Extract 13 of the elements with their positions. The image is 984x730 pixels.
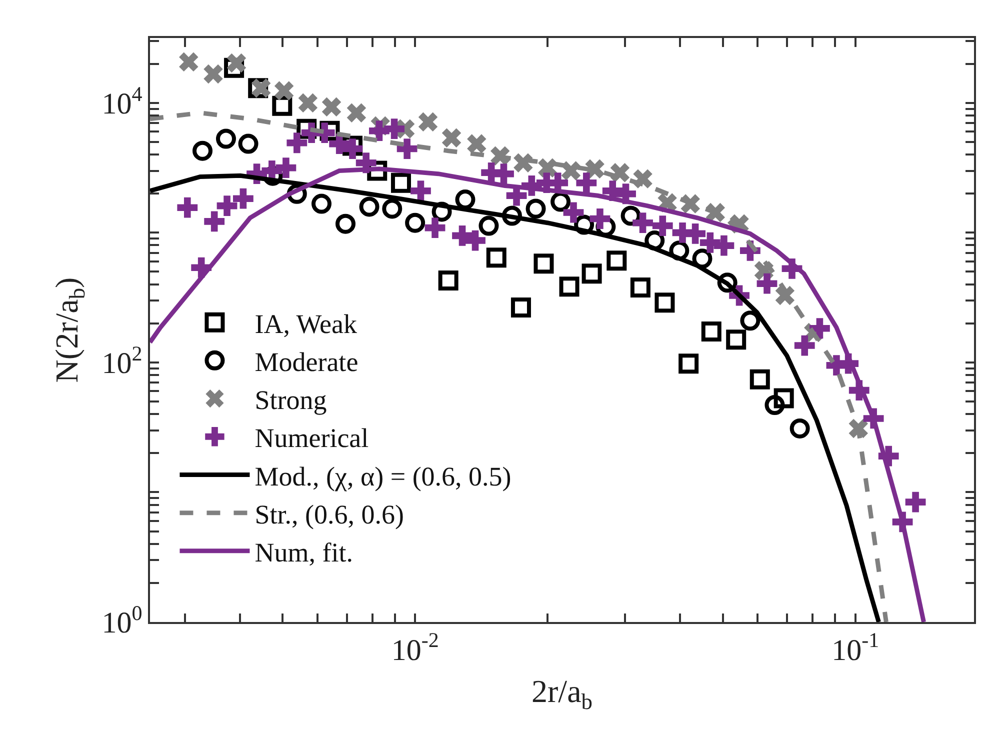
x-tick-label: 10$^{-1}$ [832,628,880,667]
legend-label: Numerical [254,423,369,454]
legend-label: IA, Weak [254,308,358,339]
y-tick-label: 10$^{2}$ [102,341,142,380]
legend-label: Moderate [254,346,358,377]
legend-label: Mod., (χ, α) = (0.6, 0.5) [254,461,512,492]
y-tick-label: 10$^{4}$ [102,82,143,120]
legend-label: Strong [254,385,327,416]
y-tick-label: 10$^{0}$ [102,600,142,640]
x-tick-label: 10$^{-2}$ [391,628,439,667]
legend-label: Str., (0.6, 0.6) [254,499,404,530]
legend-label: Num, fit. [254,537,353,568]
x-axis-title: 2r/a$_{b}$ [532,673,592,714]
